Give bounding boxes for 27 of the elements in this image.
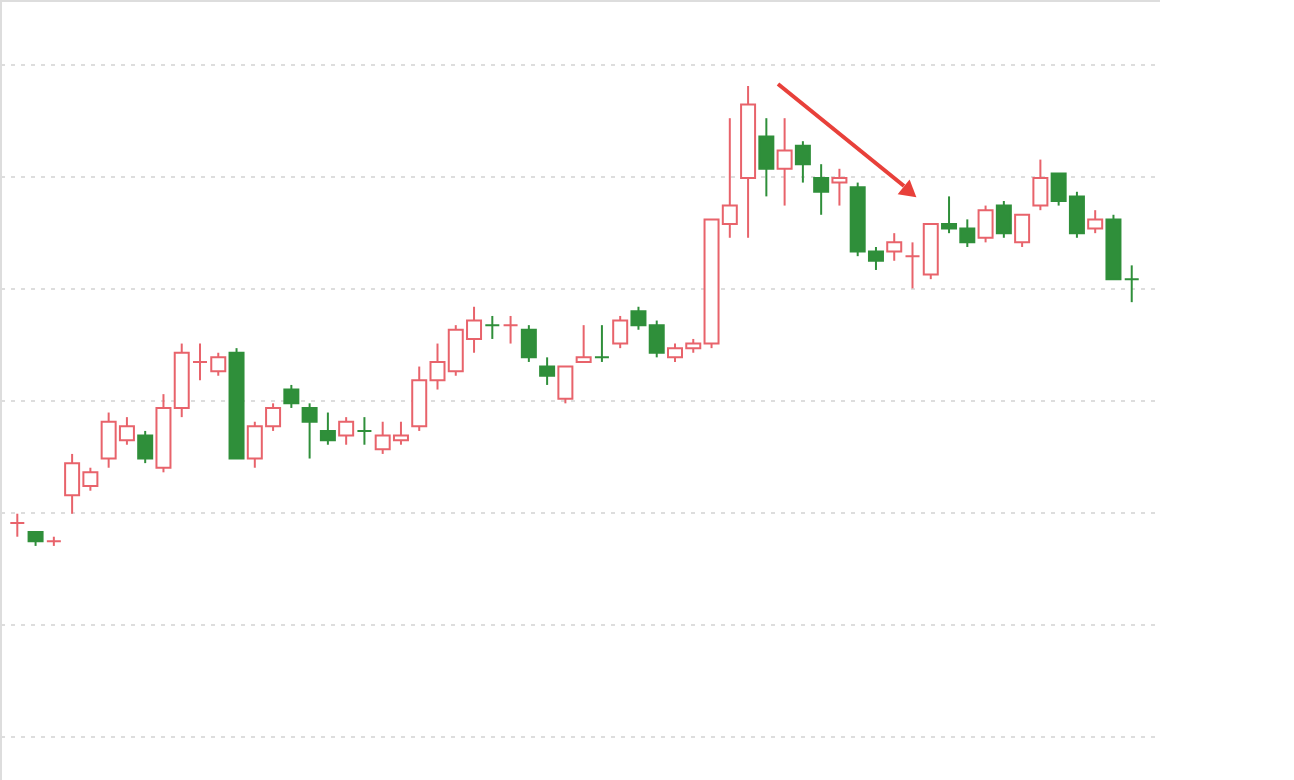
candlestick: [520, 324, 537, 363]
candlestick: [886, 232, 903, 262]
candlestick: [301, 402, 318, 460]
candlestick: [1014, 213, 1031, 248]
candlestick: [484, 314, 501, 340]
candlestick: [539, 356, 556, 386]
candlestick: [831, 167, 848, 207]
candlestick: [977, 204, 994, 244]
candlestick: [9, 512, 26, 538]
candlestick: [1123, 264, 1140, 304]
candlestick: [1032, 158, 1049, 212]
candlestick: [1087, 209, 1104, 235]
candlestick: [794, 140, 811, 184]
candlestick: [612, 314, 629, 350]
candlestick: [813, 163, 830, 216]
candlestick: [758, 117, 775, 198]
candlestick: [557, 365, 574, 405]
candlestick: [995, 199, 1012, 239]
candlestick: [137, 429, 154, 465]
candlestick: [283, 383, 300, 409]
candlestick: [338, 416, 355, 446]
candlestick: [593, 324, 610, 363]
candlestick: [502, 314, 519, 345]
candlestick: [319, 411, 336, 446]
candlestick: [776, 117, 793, 207]
candlestick: [575, 324, 592, 363]
candlestick: [356, 416, 373, 446]
